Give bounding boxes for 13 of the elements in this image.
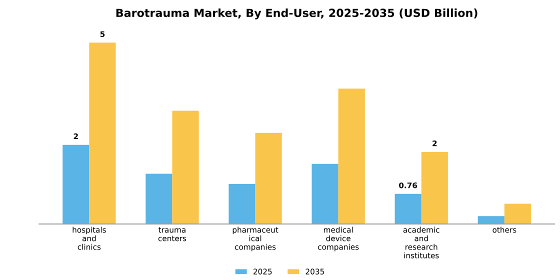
bar xyxy=(421,152,448,224)
bar xyxy=(504,204,531,224)
bar xyxy=(146,174,172,224)
bar xyxy=(255,132,282,224)
bar xyxy=(228,184,256,224)
bar xyxy=(89,42,116,224)
bar xyxy=(478,216,504,224)
bar xyxy=(338,88,365,224)
bar xyxy=(62,144,90,224)
bar xyxy=(394,194,422,224)
chart-title: Barotrauma Market, By End-User, 2025-2035 (USD Billion) xyxy=(116,8,478,20)
bar xyxy=(172,110,199,224)
bar xyxy=(312,164,338,224)
